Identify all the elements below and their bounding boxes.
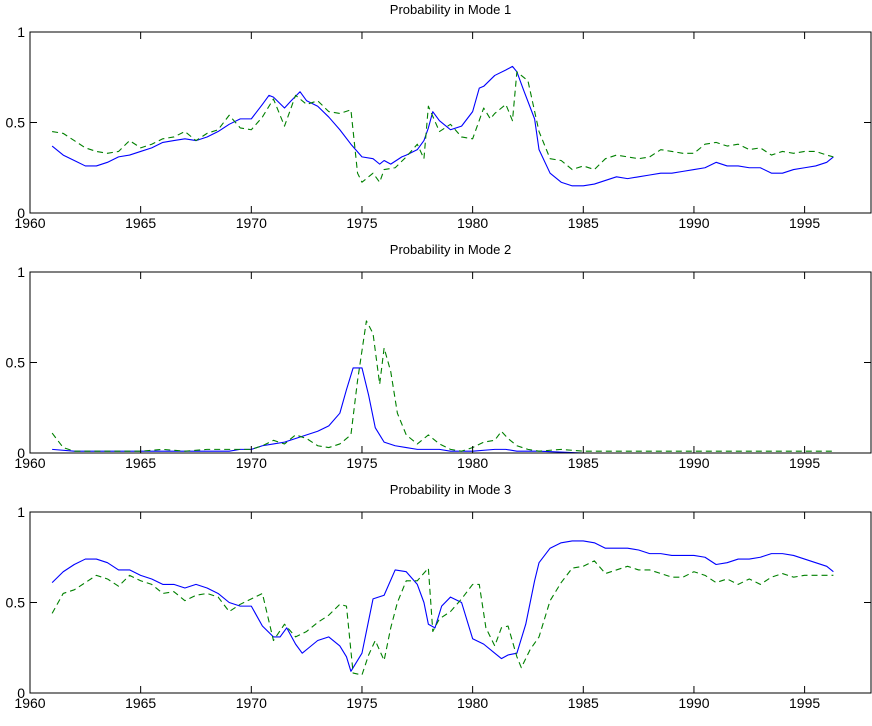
- x-tick-label: 1995: [789, 695, 820, 711]
- series-line-solid: [51, 540, 834, 672]
- x-tick-label: 1980: [457, 695, 488, 711]
- x-tick-label: 1985: [568, 215, 599, 231]
- x-tick-label: 1960: [14, 455, 45, 471]
- subplot-mode-1: 1960 1965 1970 1975 1980 1985 1990 1995 0 0.5 1 Pro…: [6, 2, 872, 231]
- x-tick-label: 1960: [14, 695, 45, 711]
- y-tick-label: 0: [17, 685, 25, 701]
- x-tick-label: 1975: [346, 215, 377, 231]
- x-tick-label: 1995: [789, 455, 820, 471]
- y-tick-label: 0.5: [6, 355, 26, 371]
- x-tick-label: 1985: [568, 455, 599, 471]
- x-tick-label: 1970: [236, 215, 267, 231]
- subplot-mode-2: 1960 1965 1970 1975 1980 1985 1990 1995 0 0.5 1 Pro…: [6, 242, 872, 471]
- series-line-dashed: [51, 320, 834, 452]
- x-tick-label: 1970: [236, 455, 267, 471]
- x-tick-label: 1975: [346, 455, 377, 471]
- chart-title: Probability in Mode 3: [390, 482, 511, 497]
- x-tick-label: 1980: [457, 215, 488, 231]
- series-line-solid: [51, 65, 834, 187]
- y-tick-label: 1: [17, 264, 25, 280]
- chart-title: Probability in Mode 1: [390, 2, 511, 17]
- y-tick-label: 1: [17, 24, 25, 40]
- axes-frame: [29, 511, 872, 694]
- y-tick-label: 0: [17, 205, 25, 221]
- x-tick-label: 1965: [125, 695, 156, 711]
- axes-frame: [29, 31, 872, 214]
- x-tick-label: 1960: [14, 215, 45, 231]
- y-tick-label: 0: [17, 445, 25, 461]
- x-tick-label: 1980: [457, 455, 488, 471]
- x-tick-label: 1990: [678, 215, 709, 231]
- subplot-mode-3: 1960 1965 1970 1975 1980 1985 1990 1995 0 0.5 1 Pro…: [6, 482, 872, 711]
- x-tick-label: 1965: [125, 455, 156, 471]
- axes-frame: [29, 271, 872, 454]
- x-tick-label: 1990: [678, 455, 709, 471]
- x-tick-label: 1985: [568, 695, 599, 711]
- y-tick-label: 0.5: [6, 595, 26, 611]
- y-tick-label: 0.5: [6, 115, 26, 131]
- series-line-dashed: [52, 71, 834, 183]
- x-tick-label: 1990: [678, 695, 709, 711]
- chart-title: Probability in Mode 2: [390, 242, 511, 257]
- x-tick-label: 1965: [125, 215, 156, 231]
- y-tick-label: 1: [17, 504, 25, 520]
- series-line-solid: [52, 367, 834, 454]
- series-line-dashed: [51, 560, 834, 676]
- x-tick-label: 1995: [789, 215, 820, 231]
- x-tick-label: 1975: [346, 695, 377, 711]
- x-tick-label: 1970: [236, 695, 267, 711]
